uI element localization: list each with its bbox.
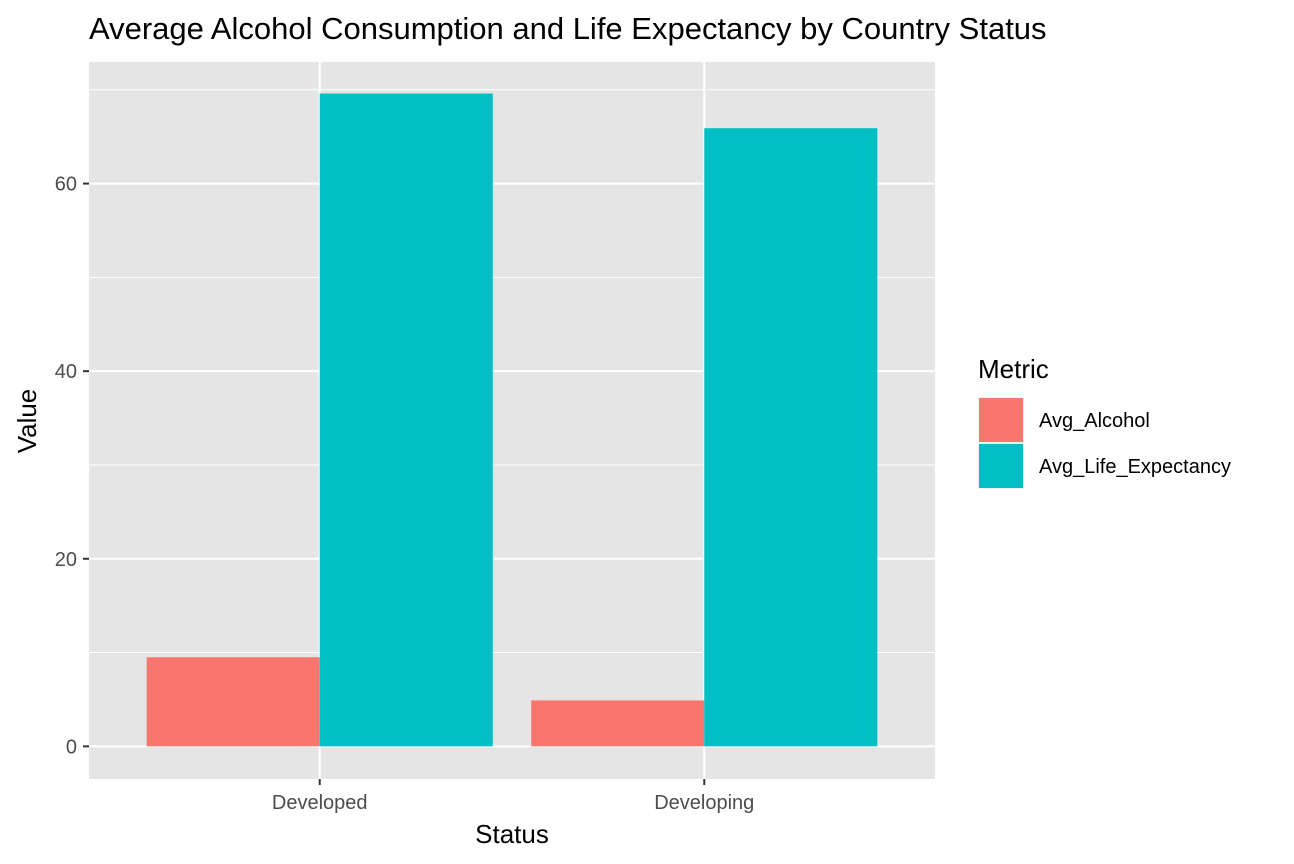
legend-title: Metric xyxy=(978,354,1049,384)
legend: Metric Avg_Alcohol Avg_Life_Expectancy xyxy=(978,354,1231,489)
legend-label: Avg_Alcohol xyxy=(1039,410,1150,432)
x-tick-label: Developed xyxy=(272,792,368,814)
y-axis-title: Value xyxy=(12,389,42,454)
chart-title: Average Alcohol Consumption and Life Exp… xyxy=(89,11,1047,46)
bar-avg-alcohol-developing xyxy=(531,700,705,747)
bars xyxy=(146,93,878,747)
legend-items: Avg_Alcohol Avg_Life_Expectancy xyxy=(978,397,1231,489)
legend-key-avg-alcohol xyxy=(979,398,1023,442)
bar-avg-life-expectancy-developing xyxy=(704,128,878,747)
x-tick-label: Developing xyxy=(654,792,754,814)
y-tick-label: 20 xyxy=(55,549,77,571)
legend-label: Avg_Life_Expectancy xyxy=(1039,456,1231,478)
legend-key-avg-life-expectancy xyxy=(979,444,1023,488)
bar-avg-alcohol-developed xyxy=(146,657,320,747)
bar-avg-life-expectancy-developed xyxy=(319,93,493,747)
x-axis-title: Status xyxy=(475,819,549,849)
axes: 0 20 40 60 Developed Developing xyxy=(55,174,755,814)
y-tick-label: 40 xyxy=(55,361,77,383)
y-tick-label: 0 xyxy=(66,736,77,758)
y-tick-label: 60 xyxy=(55,174,77,196)
